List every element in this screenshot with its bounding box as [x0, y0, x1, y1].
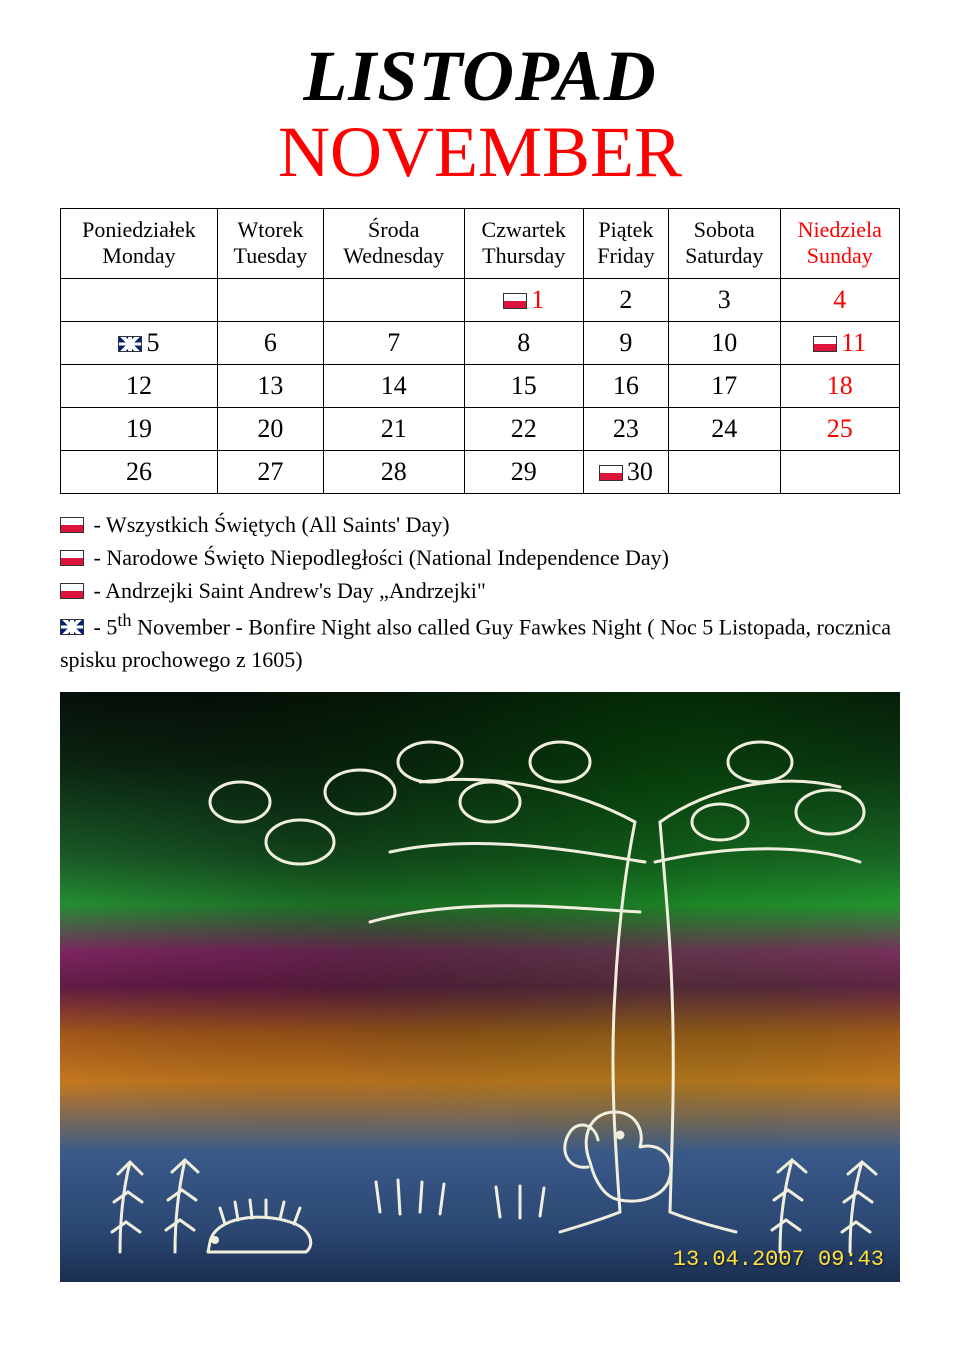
calendar-day-number: 18: [827, 371, 853, 400]
calendar-day-number: 15: [511, 371, 537, 400]
calendar-cell: 3: [668, 278, 780, 321]
artwork-image: 13.04.2007 09:43: [60, 692, 900, 1282]
calendar-day-number: 19: [126, 414, 152, 443]
calendar-day-number: 12: [126, 371, 152, 400]
calendar-day-number: 3: [718, 285, 731, 314]
calendar-header-cell: NiedzielaSunday: [780, 209, 899, 279]
calendar-cell: 2: [583, 278, 668, 321]
calendar-header-cell: PiątekFriday: [583, 209, 668, 279]
calendar-cell: 17: [668, 364, 780, 407]
calendar-cell: [217, 278, 323, 321]
holiday-note-line: - Narodowe Święto Niepodległości (Nation…: [60, 541, 900, 574]
calendar-header-cell: PoniedziałekMonday: [61, 209, 218, 279]
poland-flag-icon: [599, 465, 623, 481]
calendar-row: 26 27 28 29 30: [61, 450, 900, 493]
calendar-cell: 23: [583, 407, 668, 450]
calendar-day-number: 5: [146, 328, 159, 357]
calendar-day-number: 16: [613, 371, 639, 400]
calendar-cell: 6: [217, 321, 323, 364]
calendar-day-number: 28: [381, 457, 407, 486]
calendar-cell: 25: [780, 407, 899, 450]
calendar-cell: 20: [217, 407, 323, 450]
calendar-day-number: 8: [517, 328, 530, 357]
calendar-day-number: 27: [257, 457, 283, 486]
poland-flag-icon: [60, 583, 84, 599]
uk-flag-icon: [60, 619, 84, 635]
calendar-cell: 16: [583, 364, 668, 407]
holiday-note-line: - Andrzejki Saint Andrew's Day „Andrzejk…: [60, 574, 900, 607]
calendar-day-number: 2: [619, 285, 632, 314]
poland-flag-icon: [503, 293, 527, 309]
poland-flag-icon: [60, 517, 84, 533]
title-pl: LISTOPAD: [60, 40, 900, 112]
calendar-day-number: 9: [619, 328, 632, 357]
calendar-row: 19 20 21 22 23 24 25: [61, 407, 900, 450]
calendar-cell: 8: [464, 321, 583, 364]
calendar-day-number: 25: [827, 414, 853, 443]
calendar-cell: 30: [583, 450, 668, 493]
calendar-header-cell: CzwartekThursday: [464, 209, 583, 279]
ordinal-suffix: th: [117, 610, 131, 630]
calendar-header-cell: ŚrodaWednesday: [323, 209, 464, 279]
uk-flag-icon: [118, 336, 142, 352]
calendar-cell: 24: [668, 407, 780, 450]
calendar-day-number: 4: [833, 285, 846, 314]
calendar-day-number: 11: [841, 328, 866, 357]
calendar-cell: 18: [780, 364, 899, 407]
calendar-header-cell: SobotaSaturday: [668, 209, 780, 279]
calendar-cell: 13: [217, 364, 323, 407]
calendar-cell: 7: [323, 321, 464, 364]
calendar-day-number: 17: [711, 371, 737, 400]
photo-timestamp: 13.04.2007 09:43: [673, 1247, 884, 1272]
calendar-table: PoniedziałekMondayWtorekTuesdayŚrodaWedn…: [60, 208, 900, 494]
calendar-row: 12 13 14 15 16 17 18: [61, 364, 900, 407]
calendar-day-number: 6: [264, 328, 277, 357]
calendar-day-number: 7: [387, 328, 400, 357]
calendar-day-number: 21: [381, 414, 407, 443]
calendar-cell: 27: [217, 450, 323, 493]
calendar-day-number: 30: [627, 457, 653, 486]
page-title: LISTOPAD NOVEMBER: [60, 40, 900, 188]
calendar-cell: 15: [464, 364, 583, 407]
calendar-day-number: 10: [711, 328, 737, 357]
calendar-cell: 1: [464, 278, 583, 321]
calendar-day-number: 1: [531, 285, 544, 314]
holiday-note-line: - Wszystkich Świętych (All Saints' Day): [60, 508, 900, 541]
calendar-cell: 10: [668, 321, 780, 364]
calendar-day-number: 13: [257, 371, 283, 400]
calendar-cell: 21: [323, 407, 464, 450]
calendar-cell: 5: [61, 321, 218, 364]
calendar-day-number: 26: [126, 457, 152, 486]
calendar-cell: [780, 450, 899, 493]
calendar-row: 5 6 7 8 9 10 11: [61, 321, 900, 364]
calendar-cell: [323, 278, 464, 321]
calendar-day-number: 24: [711, 414, 737, 443]
calendar-cell: 22: [464, 407, 583, 450]
calendar-cell: 28: [323, 450, 464, 493]
calendar-header-cell: WtorekTuesday: [217, 209, 323, 279]
calendar-cell: 26: [61, 450, 218, 493]
calendar-cell: 19: [61, 407, 218, 450]
holiday-note-line: - 5th November - Bonfire Night also call…: [60, 607, 900, 676]
calendar-cell: [668, 450, 780, 493]
calendar-day-number: 20: [257, 414, 283, 443]
title-en: NOVEMBER: [60, 116, 900, 188]
calendar-cell: 12: [61, 364, 218, 407]
calendar-day-number: 23: [613, 414, 639, 443]
calendar-cell: [61, 278, 218, 321]
calendar-cell: 9: [583, 321, 668, 364]
calendar-cell: 14: [323, 364, 464, 407]
poland-flag-icon: [813, 336, 837, 352]
calendar-day-number: 29: [511, 457, 537, 486]
calendar-cell: 29: [464, 450, 583, 493]
calendar-row: 1 2 3 4: [61, 278, 900, 321]
calendar-cell: 4: [780, 278, 899, 321]
calendar-cell: 11: [780, 321, 899, 364]
calendar-day-number: 14: [381, 371, 407, 400]
calendar-day-number: 22: [511, 414, 537, 443]
poland-flag-icon: [60, 550, 84, 566]
holiday-notes: - Wszystkich Świętych (All Saints' Day) …: [60, 508, 900, 676]
